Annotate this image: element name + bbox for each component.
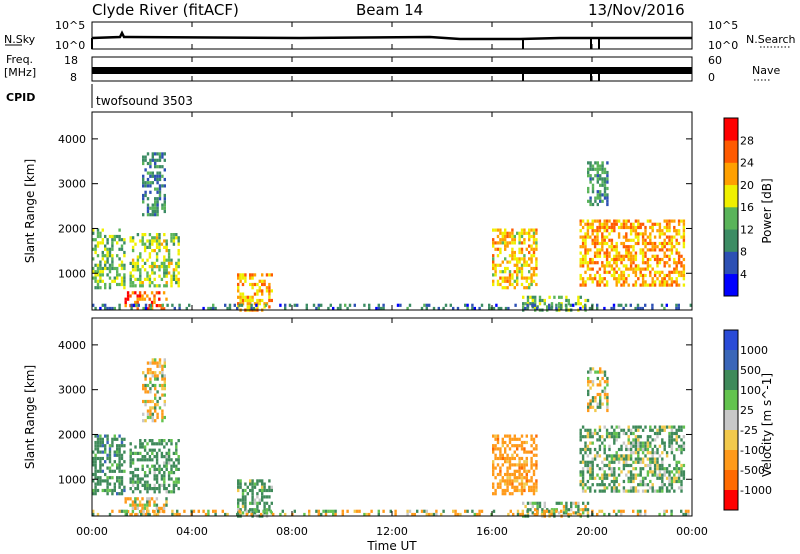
- freq-label-line1: Freq.: [6, 53, 33, 66]
- nave-tick-bottom: 0: [708, 71, 715, 84]
- velocity-patch-4: [237, 479, 273, 518]
- colorbar-swatch: [724, 118, 738, 141]
- velocity-patch-0: [92, 434, 126, 496]
- freq-tick-top: 18: [64, 54, 78, 67]
- power-patch-8: [587, 161, 609, 207]
- colorbar-swatch: [724, 430, 738, 451]
- colorbar-swatch: [724, 140, 738, 163]
- colorbar-tick-label: 28: [740, 134, 754, 147]
- velocity-patch-1: [129, 439, 180, 494]
- colorbar-tick-label: 1000: [740, 344, 768, 357]
- cpid-value: twofsound 3503: [96, 94, 193, 108]
- cpid-label: CPID: [6, 91, 35, 104]
- time-axis-label: Time UT: [366, 539, 417, 553]
- power-patch-5: [492, 228, 538, 290]
- x-tick-label: 08:00: [276, 525, 308, 538]
- velocity-patch-2: [142, 358, 166, 423]
- colorbar-tick-label: -25: [740, 424, 758, 437]
- x-tick-label: 20:00: [576, 525, 608, 538]
- colorbar-swatch: [724, 490, 738, 511]
- nsky-strip: N.Sky 10^5 10^0 N.Search 10^5 10^0: [4, 19, 796, 52]
- nave-label: Nave: [752, 64, 780, 77]
- velocity-panel: 1000 2000 3000 4000 Slant Range [km] 1000 50…: [23, 317, 774, 518]
- power-patch-2: [142, 152, 166, 217]
- x-tick-label: 00:00: [676, 525, 708, 538]
- y-tick-label: 1000: [58, 473, 86, 486]
- nsearch-label: N.Search: [746, 33, 796, 46]
- power-patch-0: [92, 228, 126, 290]
- nsearch-tick-bottom: 10^0: [708, 39, 738, 52]
- nsky-tick-bottom: 10^0: [55, 39, 85, 52]
- power-y-axis: 1000 2000 3000 4000: [58, 133, 692, 280]
- colorbar-swatch: [724, 350, 738, 371]
- colorbar-swatch: [724, 273, 738, 297]
- power-marks: [92, 152, 692, 312]
- velocity-y-axis: 1000 2000 3000 4000: [58, 339, 692, 486]
- y-tick-label: 4000: [58, 133, 86, 146]
- colorbar-swatch: [724, 207, 738, 230]
- nsky-label: N.Sky: [4, 33, 36, 46]
- colorbar-swatch: [724, 184, 738, 208]
- velocity-patch-9: [92, 509, 690, 517]
- colorbar-tick-label: -1000: [740, 484, 772, 497]
- time-axis: 00:00 04:00 08:00 12:00 16:00 20:00 00:00: [76, 22, 708, 538]
- colorbar-swatch: [724, 229, 738, 252]
- y-tick-label: 4000: [58, 339, 86, 352]
- colorbar-tick-label: -500: [740, 464, 765, 477]
- colorbar-tick-label: 500: [740, 364, 761, 377]
- beam-title: Beam 14: [356, 1, 423, 19]
- colorbar-tick-label: -100: [740, 444, 765, 457]
- velocity-ylabel: Slant Range [km]: [23, 365, 37, 469]
- x-tick-label: 16:00: [476, 525, 508, 538]
- nave-tick-top: 60: [708, 54, 722, 67]
- freq-label-line2: [MHz]: [4, 66, 36, 79]
- colorbar-swatch: [724, 450, 738, 471]
- x-tick-label: 04:00: [176, 525, 208, 538]
- cpid-strip: CPID twofsound 3503: [6, 84, 193, 108]
- y-tick-label: 3000: [58, 178, 86, 191]
- colorbar-tick-label: 12: [740, 223, 754, 236]
- velocity-marks: [92, 358, 690, 518]
- velocity-patch-7: [579, 425, 686, 493]
- colorbar-tick-label: 16: [740, 201, 754, 214]
- y-tick-label: 3000: [58, 384, 86, 397]
- freq-trace: [92, 67, 692, 74]
- power-patch-7: [579, 219, 686, 287]
- colorbar-tick-label: 24: [740, 157, 754, 170]
- colorbar-tick-label: 100: [740, 384, 761, 397]
- x-tick-label: 00:00: [76, 525, 108, 538]
- velocity-patch-3: [124, 497, 168, 517]
- colorbar-tick-label: 8: [740, 246, 747, 259]
- velocity-colorbar-label: Velocity [m s^-1]: [760, 373, 774, 477]
- station-title: Clyde River (fitACF): [92, 1, 239, 19]
- nsky-trace: [91, 30, 692, 41]
- colorbar-swatch: [724, 251, 738, 275]
- colorbar-tick-label: 20: [740, 179, 754, 192]
- colorbar-swatch: [724, 330, 738, 351]
- y-tick-label: 2000: [58, 222, 86, 235]
- velocity-colorbar: 1000 500 100 25 -25 -100 -500 -1000: [723, 329, 772, 511]
- power-panel: 1000 2000 3000 4000 Slant Range [km] 4 8 12 16…: [23, 111, 774, 312]
- y-tick-label: 1000: [58, 267, 86, 280]
- power-colorbar: 4 8 12 16 20 24 28: [723, 117, 754, 297]
- power-colorbar-label: Power [dB]: [760, 178, 774, 243]
- colorbar-tick-label: 4: [740, 268, 747, 281]
- power-ylabel: Slant Range [km]: [23, 159, 37, 263]
- y-tick-label: 2000: [58, 428, 86, 441]
- freq-tick-bottom: 8: [70, 71, 77, 84]
- date-title: 13/Nov/2016: [588, 1, 685, 19]
- nsky-tick-top: 10^5: [55, 19, 85, 32]
- velocity-patch-8: [587, 367, 609, 413]
- x-tick-label: 12:00: [376, 525, 408, 538]
- colorbar-swatch: [724, 162, 738, 186]
- colorbar-swatch: [724, 410, 738, 431]
- colorbar-swatch: [724, 470, 738, 491]
- power-patch-1: [129, 233, 180, 288]
- colorbar-swatch: [724, 390, 738, 411]
- colorbar-tick-label: 25: [740, 404, 754, 417]
- colorbar-swatch: [724, 370, 738, 391]
- nsearch-tick-top: 10^5: [708, 19, 738, 32]
- velocity-patch-5: [492, 434, 538, 496]
